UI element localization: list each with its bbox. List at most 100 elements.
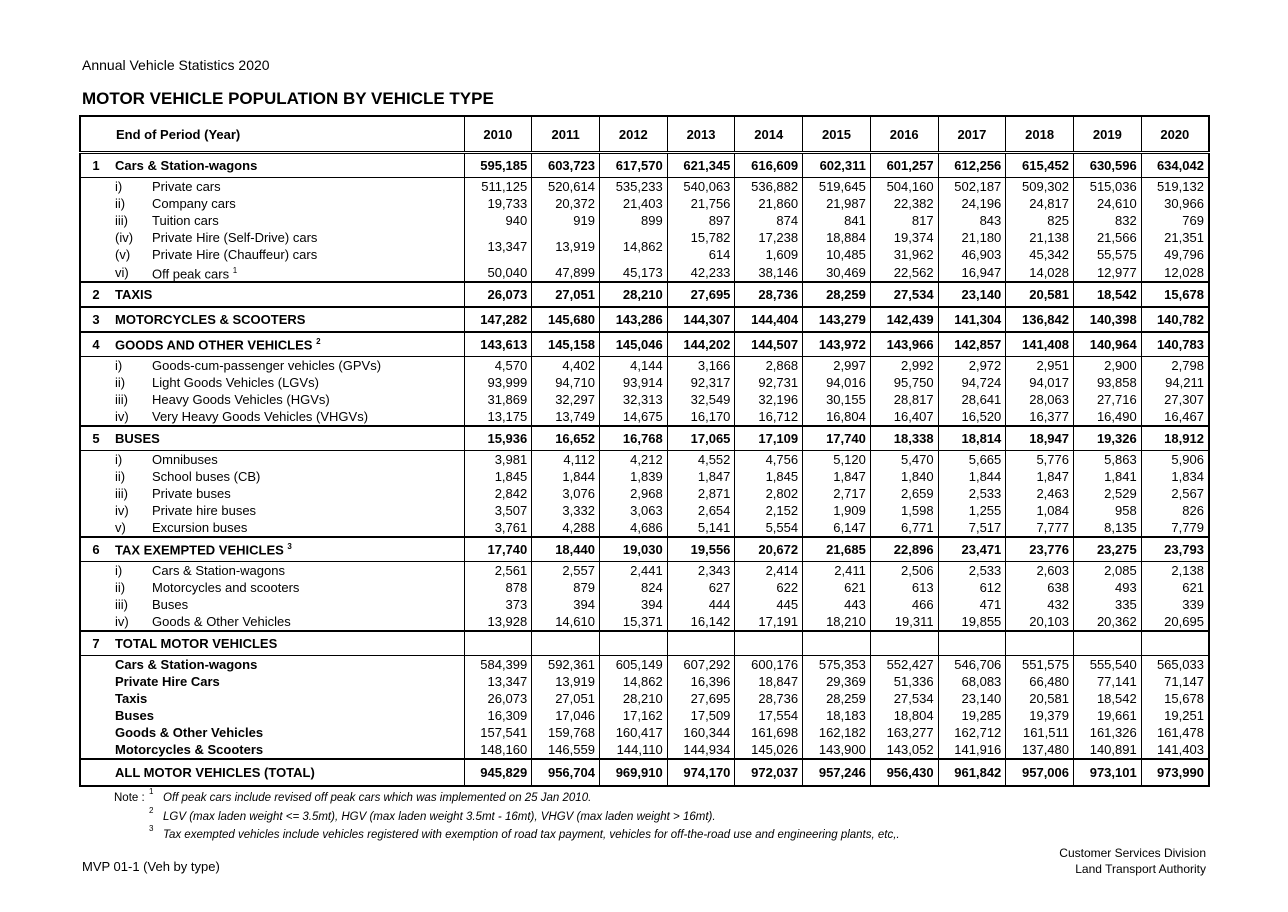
- note-label: Note :: [114, 792, 145, 804]
- value-cell: 145,158: [531, 331, 600, 358]
- value-cell: 4,112: [531, 450, 600, 469]
- value-cell: 143,972: [802, 331, 871, 358]
- value-cell: 21,138: [1005, 229, 1074, 246]
- value-cell: 140,398: [1073, 306, 1142, 333]
- item-roman: ii): [115, 469, 126, 485]
- value-cell: 16,947: [937, 263, 1006, 283]
- item-label-text: Very Heavy Goods Vehicles (VHGVs): [152, 409, 369, 425]
- value-cell: 551,575: [1005, 655, 1074, 674]
- value-cell: 3,076: [531, 485, 600, 503]
- value-cell: 1,847: [666, 468, 735, 486]
- item-label: Taxis: [115, 691, 148, 707]
- item-label: Off peak cars 1: [148, 263, 464, 282]
- item-label-text: Cars & Station-wagons: [152, 563, 285, 579]
- item-row: Motorcycles & Scooters 148,160 146,559 144,…: [80, 741, 1209, 760]
- value-cell: 2,972: [937, 356, 1006, 375]
- value-cell: 31,962: [869, 246, 939, 263]
- item-roman: i): [115, 452, 123, 468]
- value-cell: 22,382: [869, 195, 939, 212]
- value-cell: 5,120: [802, 450, 871, 469]
- value-cell: 144,307: [666, 306, 735, 333]
- value-cell: 93,914: [598, 374, 668, 392]
- header-row: End of Period (Year) 2010 2011 2012 2013 2014…: [80, 116, 1209, 154]
- item-label: Excursion buses: [148, 519, 464, 537]
- section-label: BUSES: [111, 425, 465, 452]
- section-label-text: TAXIS: [115, 287, 153, 303]
- value-cell: 15,936: [463, 425, 532, 452]
- value-cell: 20,362: [1073, 613, 1142, 632]
- item-label: Light Goods Vehicles (LGVs): [148, 374, 464, 391]
- pretitle: Annual Vehicle Statistics 2020: [82, 57, 270, 73]
- item-row: vi) Off peak cars 1 50,040 47,899 45,173 42,2…: [80, 263, 1209, 283]
- value-cell: 2,900: [1073, 356, 1142, 375]
- note-number: 2: [149, 805, 154, 815]
- item-label-text: Light Goods Vehicles (LGVs): [152, 375, 319, 391]
- value-cell: 4,570: [463, 356, 532, 375]
- statistics-table: End of Period (Year) 2010 2011 2012 2013 2014…: [79, 115, 1210, 788]
- value-cell: 24,610: [1073, 195, 1142, 212]
- item-label-text: Private Hire (Chauffeur) cars: [152, 247, 318, 262]
- item-spacer: [80, 656, 111, 674]
- item-label-text: Goods & Other Vehicles: [152, 614, 291, 630]
- section-row: 7 TOTAL MOTOR VEHICLES: [80, 630, 1209, 657]
- item-spacer: [80, 485, 111, 502]
- item-spacer: [80, 246, 111, 263]
- value-cell: 607,292: [666, 655, 735, 674]
- value-cell: 140,964: [1073, 331, 1142, 358]
- value-cell: 879: [531, 579, 600, 597]
- value-cell: 28,210: [598, 690, 668, 708]
- item-row: (iv) Private Hire (Self-Drive) cars 13,347…: [80, 229, 1209, 263]
- value-cell: 12,977: [1073, 263, 1142, 283]
- value-cell: 1,084: [1005, 502, 1074, 520]
- item-label: Goods & Other Vehicles: [115, 725, 264, 741]
- value-cell: 627: [666, 579, 735, 597]
- item-row: i) Omnibuses 3,981 4,112 4,212 4,552 4,756 5,12…: [80, 450, 1209, 469]
- item-spacer: [80, 690, 111, 707]
- value-cell: 21,756: [666, 195, 735, 212]
- value-cell: 17,046: [531, 707, 600, 725]
- footnote-ref: 1: [232, 266, 238, 275]
- item-label-text: Heavy Goods Vehicles (HGVs): [152, 392, 330, 408]
- item-row: ii) Light Goods Vehicles (LGVs) 93,999 94,7…: [80, 374, 1209, 392]
- value-cell: 616,609: [734, 151, 803, 178]
- value-cell: 444: [666, 596, 735, 614]
- value-cell: 144,507: [734, 331, 803, 358]
- value-cell: 2,561: [463, 561, 532, 580]
- value-cell: 144,202: [666, 331, 735, 358]
- value-cell: 535,233: [598, 177, 668, 195]
- item-row: i) Goods-cum-passenger vehicles (GPVs) 4,5…: [80, 356, 1209, 375]
- item-spacer: [80, 579, 111, 596]
- empty-cell: [869, 630, 939, 657]
- item-label: Tuition cars: [148, 212, 464, 229]
- value-cell: 552,427: [869, 655, 939, 674]
- item-spacer: [80, 741, 111, 759]
- value-cell: 3,332: [531, 502, 600, 520]
- value-cell: 30,469: [802, 263, 871, 283]
- value-cell: 19,030: [598, 536, 668, 563]
- item-roman: iii): [115, 213, 128, 228]
- item-spacer: [80, 468, 111, 485]
- year-header: 2014: [734, 116, 803, 154]
- item-roman: iii): [115, 392, 128, 408]
- value-cell: 16,490: [1073, 408, 1142, 427]
- value-cell: 826: [1140, 502, 1209, 520]
- section-label: TAXIS: [111, 281, 465, 308]
- value-cell: 21,987: [802, 195, 871, 212]
- value-cell: 71,147: [1140, 673, 1209, 691]
- value-cell: 23,275: [1073, 536, 1142, 563]
- item-label: Buses: [115, 708, 155, 724]
- value-cell: 49,796: [1140, 246, 1209, 263]
- value-cell: 13,347: [463, 673, 532, 691]
- value-cell: 1,909: [802, 502, 871, 520]
- value-cell: 19,374: [869, 229, 939, 246]
- value-cell: 502,187: [937, 177, 1006, 195]
- value-cell: 2,506: [869, 561, 939, 580]
- value-cell: 159,768: [531, 724, 600, 742]
- empty-cell: [802, 630, 871, 657]
- value-cell: 162,182: [802, 724, 871, 742]
- value-cell: 141,916: [937, 741, 1006, 760]
- item-label-text: Tuition cars: [152, 213, 219, 228]
- value-cell: 897: [666, 212, 735, 229]
- value-cell: 147,282: [463, 306, 532, 333]
